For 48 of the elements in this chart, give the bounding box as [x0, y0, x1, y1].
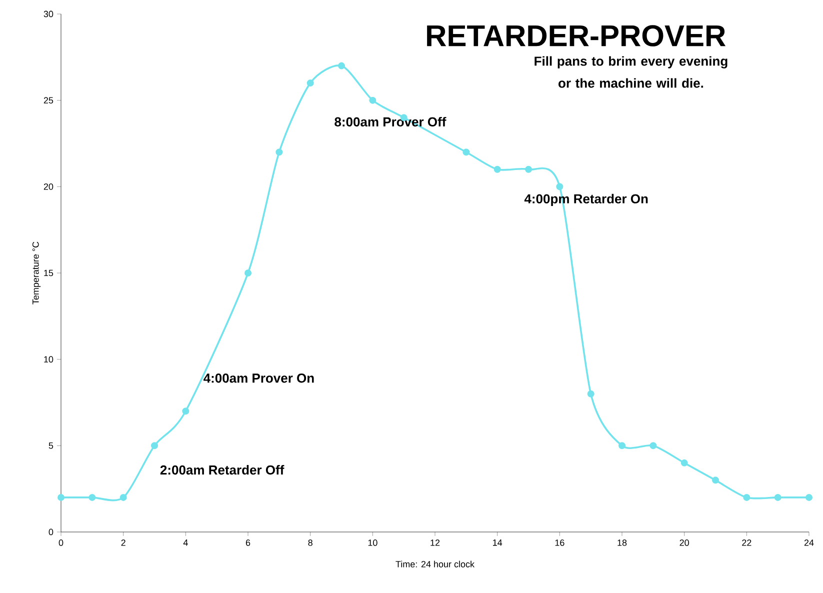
point: [88, 494, 96, 501]
x-tick-label: 6: [246, 540, 250, 546]
point: [244, 269, 252, 276]
x-tick-label: 24: [804, 540, 814, 546]
x-tick-label: 4: [183, 540, 188, 546]
point: [58, 494, 65, 501]
point: [276, 148, 283, 156]
point: [587, 390, 594, 398]
point: [120, 494, 127, 501]
x-tick-label: 18: [618, 540, 627, 546]
point: [338, 62, 345, 70]
text: Fill pans to brim every evening or the machine will die.: [534, 56, 728, 88]
point: [525, 166, 532, 173]
x-tick-label: 16: [555, 540, 564, 546]
y-tick-label: 15: [44, 270, 54, 276]
chart-title: RETARDER-PROVER: [427, 25, 726, 46]
annotation: 2:00am Retarder Off: [160, 465, 284, 475]
x-tick-label: 0: [58, 540, 64, 546]
y-tick-label: 5: [48, 442, 54, 449]
point: [806, 494, 812, 501]
x-tick-label: 22: [742, 540, 752, 546]
point: [369, 96, 376, 104]
x-tick-label: 20: [680, 540, 689, 546]
point: [650, 442, 657, 450]
x-axis-title: Time: 24 hour clock: [396, 560, 475, 568]
point: [556, 183, 564, 190]
y-tick-label: 25: [44, 97, 54, 104]
annotation: 4:00am Prover On: [204, 374, 314, 383]
point: [494, 166, 501, 173]
point: [774, 494, 782, 501]
point: [151, 442, 158, 450]
point: [618, 442, 626, 450]
x-tick-label: 10: [368, 540, 378, 546]
y-tick-label: 30: [44, 10, 54, 18]
point: [306, 80, 314, 87]
y-axis-title: Temperature °C: [32, 242, 41, 304]
point: [680, 459, 688, 466]
point: [743, 494, 750, 501]
y-tick-label: 20: [44, 183, 54, 190]
x-tick-label: 12: [430, 540, 440, 546]
x-tick-label: 14: [493, 540, 502, 546]
y-tick-label: 0: [48, 528, 54, 536]
point: [462, 148, 470, 156]
x-tick-label: 2: [121, 540, 126, 546]
y-tick-label: 10: [44, 356, 54, 363]
x-tick-label: 8: [308, 540, 312, 546]
point: [182, 408, 190, 415]
point: [712, 476, 719, 484]
